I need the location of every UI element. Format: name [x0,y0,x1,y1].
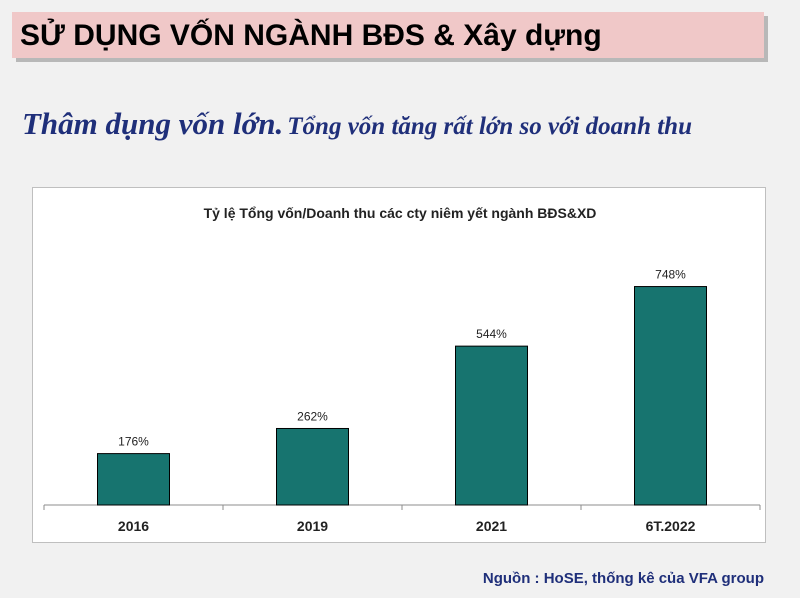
bar [97,453,170,506]
bar [455,345,528,506]
data-label: 176% [118,435,149,449]
subtitle-rest: Tổng vốn tăng rất lớn so với doanh thu [287,113,692,140]
bar-chart: Tỷ lệ Tổng vốn/Doanh thu các cty niêm yế… [43,205,761,534]
x-tick-label: 2019 [297,518,328,534]
data-label: 748% [655,268,686,282]
page-title: SỬ DỤNG VỐN NGÀNH BĐS & Xây dựng [20,19,602,52]
x-tick-label: 2016 [118,518,149,534]
subtitle-lead: Thâm dụng vốn lớn. [22,106,284,141]
chart-container: Tỷ lệ Tổng vốn/Doanh thu các cty niêm yế… [32,187,766,543]
bar [634,286,707,506]
title-bar: SỬ DỤNG VỐN NGÀNH BĐS & Xây dựng [12,12,764,58]
x-tick-label: 6T.2022 [646,518,696,534]
subtitle: Thâm dụng vốn lớn. Tổng vốn tăng rất lớn… [22,106,692,142]
source-note: Nguồn : HoSE, thống kê của VFA group [482,570,764,587]
bar [276,427,349,506]
x-tick-label: 2021 [476,518,507,534]
data-label: 262% [297,409,328,423]
data-label: 544% [476,327,507,341]
chart-title: Tỷ lệ Tổng vốn/Doanh thu các cty niêm yế… [204,205,597,221]
